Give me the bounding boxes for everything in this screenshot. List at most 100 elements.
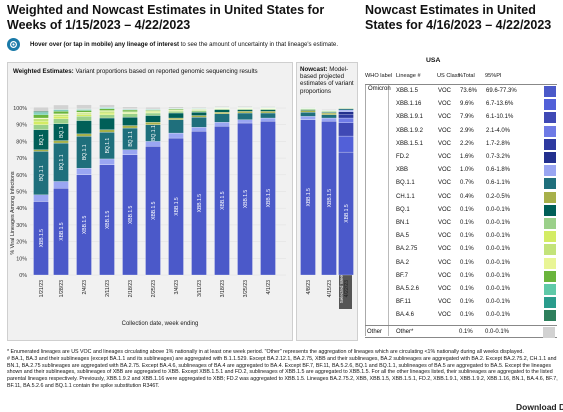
bar-segment-XBB[interactable]	[146, 141, 161, 146]
bar-segment-Other[interactable]	[146, 107, 161, 109]
bar-segment-BN.1[interactable]	[322, 111, 337, 112]
download-data-link[interactable]: Download Data	[516, 402, 563, 412]
bar-segment-Other[interactable]	[100, 105, 115, 108]
bar-segment-XBB[interactable]	[301, 116, 316, 119]
bar-segment-BN.1[interactable]	[169, 111, 184, 113]
bar-segment-Other[interactable]	[77, 105, 92, 109]
bar-segment-BF.7[interactable]	[146, 110, 161, 111]
bar-segment-CH.1.1[interactable]	[215, 112, 230, 114]
bar-segment-BF.7[interactable]	[123, 110, 138, 112]
bar-segment-Other[interactable]	[301, 107, 316, 108]
bar-segment-BQ.1.1[interactable]	[339, 109, 354, 110]
bar-segment-BF.11[interactable]	[54, 110, 69, 111]
bar-segment-BA.2.75[interactable]	[100, 111, 115, 113]
bar-segment-BA.5[interactable]	[146, 112, 161, 113]
table-row-other[interactable]: Other Other* 0.1% 0.0-0.1%	[365, 325, 557, 338]
bar-segment-XBB[interactable]	[322, 118, 337, 121]
bar-segment-Other[interactable]	[215, 106, 230, 107]
bar-segment-BN.1[interactable]	[192, 111, 207, 113]
bar-segment-CH.1.1[interactable]	[34, 150, 49, 152]
bar-segment-Other[interactable]	[54, 105, 69, 109]
bar-segment-CH.1.1[interactable]	[192, 116, 207, 118]
bar-segment-BQ.1[interactable]	[215, 110, 230, 113]
bar-segment-FD.2[interactable]	[339, 112, 354, 115]
bar-segment-BN.1[interactable]	[54, 119, 69, 124]
bar-segment-Other[interactable]	[322, 110, 337, 111]
bar-segment-CH.1.1[interactable]	[322, 113, 337, 115]
bar-segment-XBB.1.9.1[interactable]	[339, 123, 354, 136]
bar-segment-CH.1.1[interactable]	[169, 118, 184, 120]
bar-segment-BQ.1.1[interactable]	[301, 112, 316, 116]
bar-segment-XBB[interactable]	[261, 118, 276, 121]
bar-segment-CH.1.1[interactable]	[77, 134, 92, 137]
bar-segment-BQ.1[interactable]	[169, 113, 184, 118]
bar-segment-BA.5[interactable]	[123, 113, 138, 114]
bar-segment-Other[interactable]	[261, 106, 276, 107]
bar-segment-BF.11[interactable]	[34, 112, 49, 113]
bar-segment-BN.1[interactable]	[261, 109, 276, 110]
bar-segment-CH.1.1[interactable]	[261, 111, 276, 113]
bar-segment-XBB[interactable]	[192, 127, 207, 131]
bar-segment-XBB.1.16[interactable]	[339, 136, 354, 152]
bar-segment-XBB[interactable]	[123, 150, 138, 155]
bar-segment-BN.1[interactable]	[238, 109, 253, 110]
bar-segment-BF.7[interactable]	[100, 109, 115, 111]
bar-segment-XBB[interactable]	[100, 159, 115, 165]
bar-segment-BN.1[interactable]	[215, 109, 230, 110]
bar-segment-XBB[interactable]	[238, 120, 253, 123]
bar-segment-Other[interactable]	[123, 107, 138, 109]
bar-segment-XBB[interactable]	[339, 110, 354, 112]
bar-segment-BQ.1[interactable]	[301, 110, 316, 111]
bar-segment-BN.1[interactable]	[146, 113, 161, 116]
bar-segment-BA.5.2.6[interactable]	[77, 110, 92, 111]
bar-segment-Other[interactable]	[238, 106, 253, 107]
bar-segment-XBB[interactable]	[34, 195, 49, 202]
bar-segment-BN.1[interactable]	[77, 116, 92, 120]
bar-segment-CH.1.1[interactable]	[238, 111, 253, 113]
bar-segment-BQ.1.1[interactable]	[192, 117, 207, 127]
bar-segment-BQ.1[interactable]	[123, 117, 138, 125]
bar-segment-BA.2.75[interactable]	[123, 112, 138, 113]
bar-segment-BA.5.2.6[interactable]	[54, 111, 69, 112]
bar-segment-CH.1.1[interactable]	[123, 126, 138, 129]
bar-segment-BQ.1.1[interactable]	[169, 120, 184, 133]
bar-segment-BN.1[interactable]	[34, 125, 49, 130]
bar-segment-XBB[interactable]	[54, 181, 69, 188]
bar-segment-XBB.1.9.2[interactable]	[339, 118, 354, 123]
bar-segment-BF.7[interactable]	[54, 111, 69, 114]
bar-segment-BQ.1[interactable]	[146, 116, 161, 123]
bar-segment-CH.1.1[interactable]	[54, 141, 69, 144]
bar-segment-CH.1.1[interactable]	[301, 111, 316, 113]
bar-segment-BF.7[interactable]	[77, 111, 92, 113]
bar-segment-BA.2.75[interactable]	[54, 115, 69, 117]
bar-segment-BN.1[interactable]	[123, 114, 138, 117]
bar-segment-BQ.1[interactable]	[100, 118, 115, 130]
bar-segment-BA.2.75[interactable]	[77, 113, 92, 115]
bar-segment-CH.1.1[interactable]	[146, 122, 161, 125]
bar-segment-BQ.1[interactable]	[238, 110, 253, 112]
bar-segment-BQ.1[interactable]	[77, 121, 92, 134]
bar-segment-BA.5[interactable]	[169, 111, 184, 112]
bar-segment-BQ.1[interactable]	[261, 110, 276, 112]
bar-segment-BA.4.6[interactable]	[34, 111, 49, 112]
bar-segment-XBB[interactable]	[215, 122, 230, 126]
bar-segment-BA.2[interactable]	[54, 114, 69, 115]
bar-segment-XBB[interactable]	[169, 133, 184, 138]
bar-segment-BA.2[interactable]	[77, 112, 92, 113]
bar-segment-BA.2[interactable]	[100, 111, 115, 112]
bar-segment-BA.5[interactable]	[100, 113, 115, 115]
